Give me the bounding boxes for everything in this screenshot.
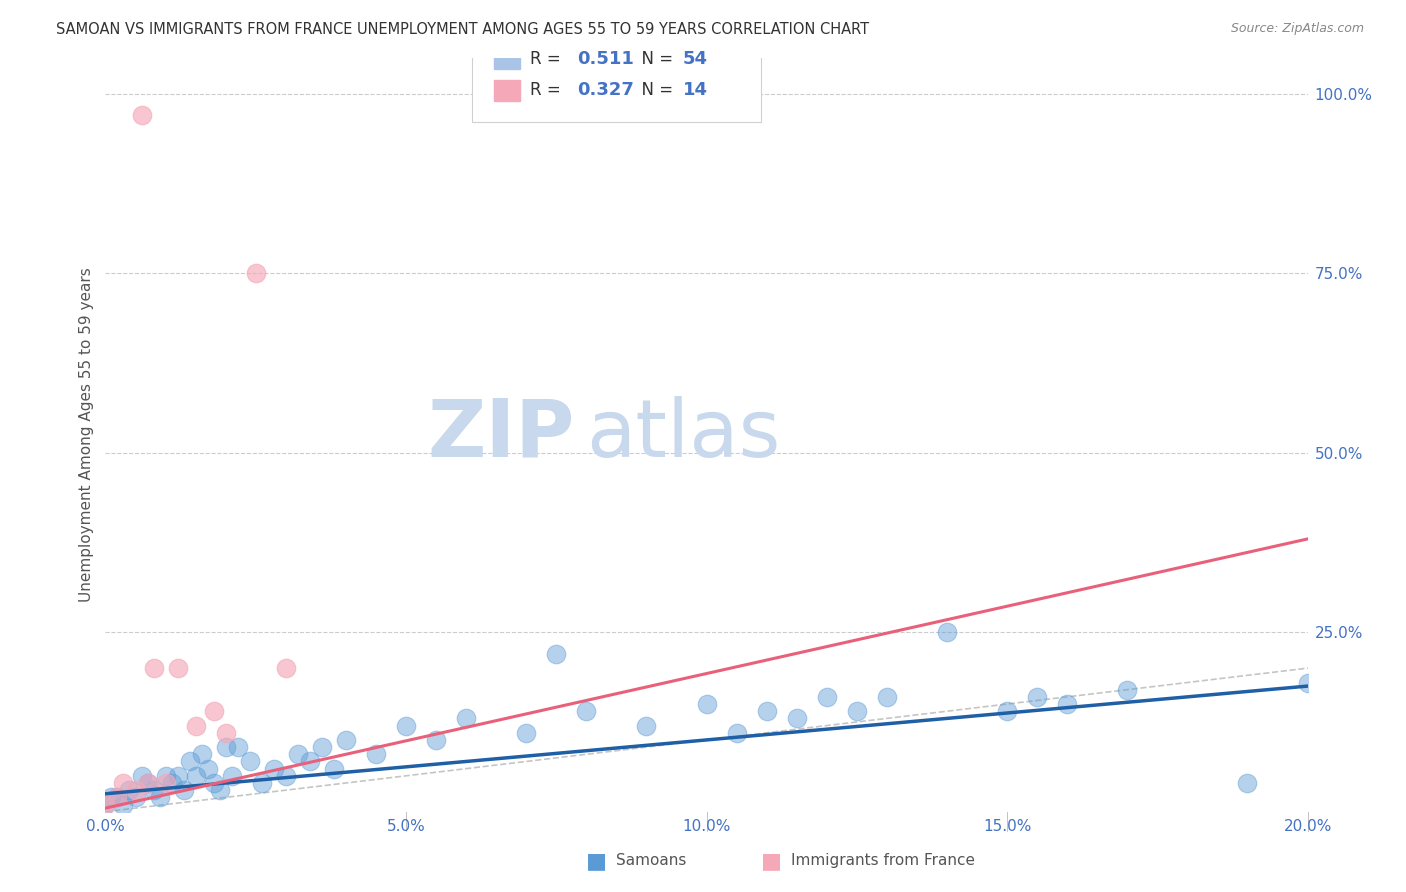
Text: 0.511: 0.511	[576, 50, 634, 68]
Point	[124, 783, 146, 797]
Point	[208, 783, 231, 797]
Text: Samoans: Samoans	[616, 854, 686, 868]
Point	[575, 704, 598, 718]
Point	[214, 740, 236, 755]
Point	[221, 769, 243, 783]
Point	[94, 797, 117, 812]
FancyBboxPatch shape	[472, 31, 761, 122]
Point	[845, 704, 868, 718]
Point	[298, 755, 321, 769]
Point	[190, 747, 212, 762]
Point	[454, 711, 477, 725]
Point	[100, 790, 122, 805]
Point	[239, 755, 262, 769]
Point	[515, 725, 537, 739]
Point	[274, 661, 297, 675]
Point	[995, 704, 1018, 718]
Point	[1296, 675, 1319, 690]
Point	[107, 790, 129, 805]
Bar	[494, 80, 520, 101]
Text: 0.327: 0.327	[576, 81, 634, 99]
Point	[112, 797, 135, 812]
Point	[142, 783, 165, 797]
Text: N =: N =	[631, 81, 678, 99]
Point	[131, 108, 153, 122]
Point	[287, 747, 309, 762]
Point	[936, 625, 959, 640]
Text: N =: N =	[631, 50, 678, 68]
Point	[395, 718, 418, 732]
Point	[184, 718, 207, 732]
Point	[155, 776, 177, 790]
Point	[131, 769, 153, 783]
Point	[1116, 682, 1139, 697]
Point	[124, 790, 146, 805]
Point	[274, 769, 297, 783]
Point	[322, 762, 344, 776]
Point	[311, 740, 333, 755]
Text: R =: R =	[530, 81, 565, 99]
Point	[226, 740, 249, 755]
Point	[202, 704, 225, 718]
Point	[1056, 697, 1078, 711]
Point	[148, 790, 170, 805]
Point	[245, 266, 267, 280]
Text: Source: ZipAtlas.com: Source: ZipAtlas.com	[1230, 22, 1364, 36]
Point	[876, 690, 898, 704]
Point	[725, 725, 748, 739]
Point	[173, 783, 195, 797]
Point	[94, 797, 117, 812]
Point	[179, 755, 201, 769]
Point	[1026, 690, 1049, 704]
Point	[696, 697, 718, 711]
Y-axis label: Unemployment Among Ages 55 to 59 years: Unemployment Among Ages 55 to 59 years	[79, 268, 94, 602]
Point	[136, 776, 159, 790]
Point	[166, 661, 188, 675]
Point	[202, 776, 225, 790]
Point	[214, 725, 236, 739]
Text: atlas: atlas	[586, 396, 780, 474]
Text: R =: R =	[530, 50, 565, 68]
Point	[815, 690, 838, 704]
Point	[546, 647, 568, 661]
Point	[1236, 776, 1258, 790]
Point	[786, 711, 808, 725]
Point	[250, 776, 273, 790]
Point	[112, 776, 135, 790]
Point	[636, 718, 658, 732]
Text: ■: ■	[586, 851, 607, 871]
Point	[263, 762, 285, 776]
Text: ZIP: ZIP	[427, 396, 574, 474]
Text: 14: 14	[682, 81, 707, 99]
Point	[118, 783, 141, 797]
Point	[142, 661, 165, 675]
Text: Immigrants from France: Immigrants from France	[790, 854, 974, 868]
Text: 54: 54	[682, 50, 707, 68]
Point	[136, 776, 159, 790]
Point	[160, 776, 183, 790]
Point	[425, 733, 447, 747]
Point	[335, 733, 357, 747]
Point	[755, 704, 778, 718]
Text: SAMOAN VS IMMIGRANTS FROM FRANCE UNEMPLOYMENT AMONG AGES 55 TO 59 YEARS CORRELAT: SAMOAN VS IMMIGRANTS FROM FRANCE UNEMPLO…	[56, 22, 869, 37]
Bar	[494, 47, 520, 69]
Point	[197, 762, 219, 776]
Point	[364, 747, 387, 762]
Point	[184, 769, 207, 783]
Point	[107, 790, 129, 805]
Point	[155, 769, 177, 783]
Text: ■: ■	[761, 851, 782, 871]
Point	[166, 769, 188, 783]
